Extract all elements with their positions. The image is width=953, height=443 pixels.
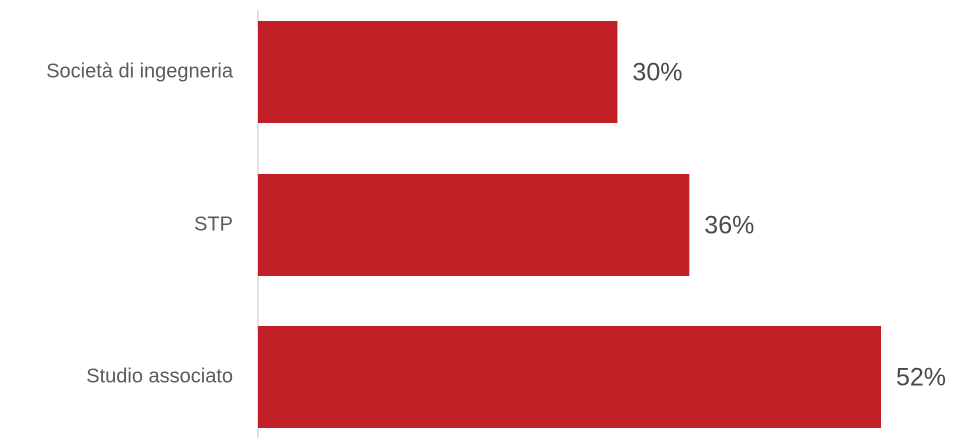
bar-1 bbox=[258, 174, 690, 276]
value-label-2: 52% bbox=[896, 364, 946, 392]
category-label-1: STP bbox=[194, 213, 233, 235]
value-label-1: 36% bbox=[704, 212, 754, 240]
category-label-0: Società di ingegneria bbox=[46, 60, 234, 82]
category-label-2: Studio associato bbox=[86, 365, 233, 387]
value-label-0: 30% bbox=[632, 59, 682, 87]
bar-0 bbox=[258, 21, 618, 123]
bar-2 bbox=[258, 326, 881, 428]
